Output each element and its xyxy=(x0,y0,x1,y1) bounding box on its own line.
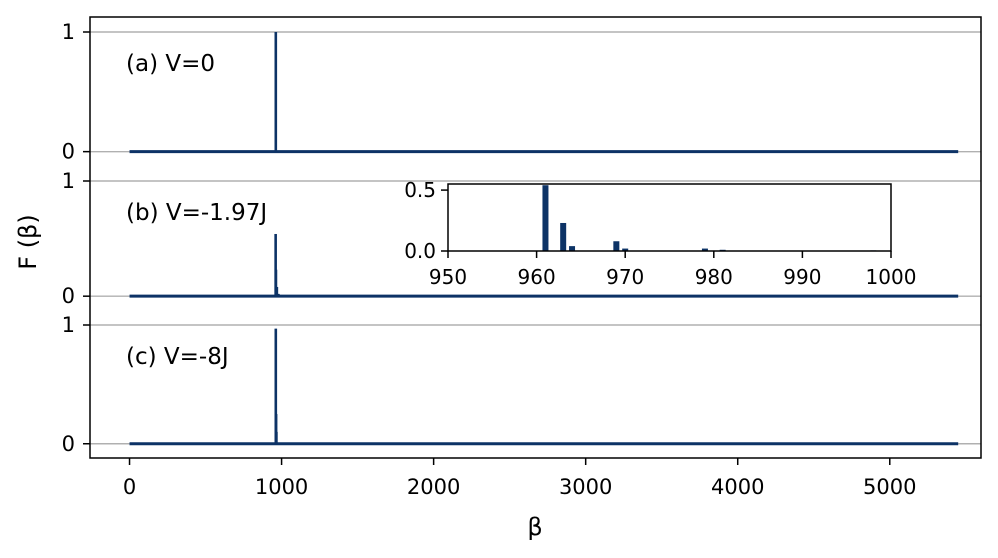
inset-bar-1 xyxy=(560,222,567,251)
inset-x-tick-label-1: 960 xyxy=(518,265,556,289)
x-tick-label-2: 2000 xyxy=(407,475,460,499)
inset-x-tick-label-4: 990 xyxy=(783,265,821,289)
y-tick-layer: 0 1 0 1 0 1 xyxy=(62,20,90,456)
y-axis-label: F (β) xyxy=(14,214,42,269)
y-tick-label-2-1: 1 xyxy=(62,169,75,193)
inset-bar-4 xyxy=(622,248,629,251)
x-tick-label-3: 3000 xyxy=(559,475,612,499)
inset-x-tick-label-0: 950 xyxy=(429,265,467,289)
inset-background xyxy=(448,184,891,251)
panel-label-2: (b) V=-1.97J xyxy=(126,200,267,226)
inset-y-tick-label-0: 0.0 xyxy=(404,239,436,263)
series-layer xyxy=(129,32,959,446)
x-tick-label-1: 1000 xyxy=(255,475,308,499)
inset-bar-0 xyxy=(542,185,549,251)
axes-frame xyxy=(89,16,982,459)
inset-bar-3 xyxy=(613,241,620,251)
inset-x-tick-label-2: 970 xyxy=(606,265,644,289)
panel-label-layer: (a) V=0 (b) V=-1.97J (c) V=-8J xyxy=(126,51,267,370)
inset-y-tick-label-1: 0.5 xyxy=(404,178,436,202)
inset-bar-5 xyxy=(701,248,708,251)
x-tick-label-5: 5000 xyxy=(863,475,916,499)
y-tick-label-1-1: 1 xyxy=(62,20,75,44)
x-tick-label-0: 0 xyxy=(123,475,136,499)
y-tick-label-3-1: 1 xyxy=(62,313,75,337)
inset-frame xyxy=(447,183,892,252)
inset-tick-layer: 950 960 970 980 990 1000 0.0 0.5 xyxy=(404,178,916,289)
y-tick-label-1-0: 0 xyxy=(62,140,75,164)
inset-chart: 950 960 970 980 990 1000 0.0 0.5 xyxy=(404,178,916,289)
inset-bar-2 xyxy=(569,246,576,251)
x-tick-label-4: 4000 xyxy=(711,475,764,499)
y-tick-label-3-0: 0 xyxy=(62,432,75,456)
y-tick-label-2-0: 0 xyxy=(62,284,75,308)
panel-label-3: (c) V=-8J xyxy=(126,344,229,370)
panel-label-1: (a) V=0 xyxy=(126,51,215,77)
x-tick-layer: 0 1000 2000 3000 4000 5000 xyxy=(123,458,916,499)
x-axis-label: β xyxy=(527,513,542,541)
inset-x-tick-label-5: 1000 xyxy=(866,265,917,289)
inset-x-tick-label-3: 980 xyxy=(695,265,733,289)
